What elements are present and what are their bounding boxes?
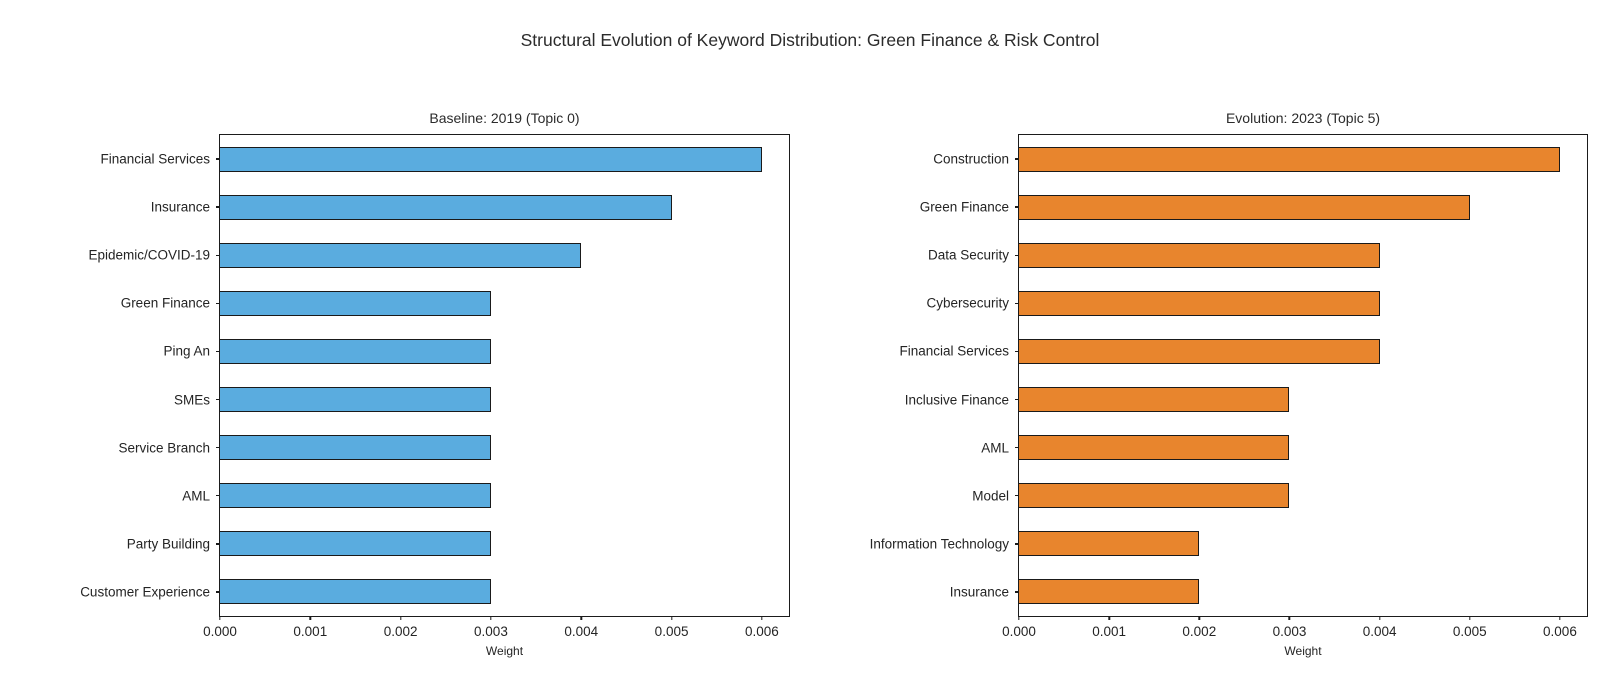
bar [220, 531, 491, 557]
ytick-label: Party Building [126, 536, 210, 552]
ytick-mark [216, 398, 220, 401]
bar [220, 435, 491, 461]
evolution-chart-axes: Evolution: 2023 (Topic 5) Weight Constru… [870, 110, 1588, 658]
xtick-mark [399, 616, 402, 620]
xtick-mark [670, 616, 673, 620]
ytick-label: AML [981, 440, 1009, 456]
ytick-mark [216, 495, 220, 497]
xtick-label: 0.006 [744, 624, 779, 639]
figure-title: Structural Evolution of Keyword Distribu… [520, 30, 1100, 50]
bar [1019, 242, 1380, 268]
bar [1019, 146, 1560, 172]
xtick-label: 0.000 [203, 624, 237, 639]
baseline-chart-axes: Baseline: 2019 (Topic 0) Weight Financia… [80, 110, 790, 658]
ytick-mark [216, 206, 220, 208]
ytick-label: Information Technology [869, 536, 1009, 552]
bar [1019, 338, 1380, 364]
ytick-label: Customer Experience [80, 584, 210, 600]
xtick-mark [1469, 616, 1471, 620]
xtick-mark [580, 616, 582, 620]
xtick-mark [309, 616, 312, 620]
bar [220, 579, 491, 605]
ytick-label: Financial Services [899, 343, 1009, 359]
evolution-chart-title: Evolution: 2023 (Topic 5) [1225, 110, 1381, 126]
ytick-label: Construction [933, 151, 1009, 167]
ytick-label: Financial Services [100, 151, 210, 167]
bar [220, 242, 582, 268]
bar [220, 387, 491, 413]
xtick-mark [219, 616, 221, 620]
baseline-chart-xlabel: Weight [485, 644, 524, 658]
ytick-label: Green Finance [919, 199, 1009, 215]
xtick-label: 0.005 [1452, 624, 1487, 639]
xtick-label: 0.003 [1272, 624, 1307, 639]
xtick-label: 0.006 [1543, 624, 1577, 639]
ytick-label: Insurance [949, 584, 1009, 600]
xtick-mark [761, 616, 763, 620]
xtick-mark [1198, 616, 1201, 620]
ytick-mark [216, 591, 220, 593]
ytick-label: Cybersecurity [926, 295, 1009, 311]
bar [220, 338, 491, 364]
ytick-label: Data Security [927, 247, 1009, 263]
xtick-label: 0.004 [1362, 624, 1397, 639]
ytick-label: Inclusive Finance [904, 392, 1009, 408]
ytick-label: Insurance [150, 199, 210, 215]
bar [220, 146, 762, 172]
xtick-mark [1378, 616, 1381, 620]
xtick-label: 0.005 [654, 624, 689, 639]
bar [1019, 290, 1380, 316]
baseline-chart-title: Baseline: 2019 (Topic 0) [429, 110, 580, 126]
ytick-mark [1015, 398, 1019, 401]
ytick-label: SMEs [173, 392, 210, 408]
ytick-mark [216, 350, 220, 353]
ytick-label: Model [972, 488, 1009, 504]
ytick-mark [216, 543, 220, 545]
ytick-mark [1015, 206, 1019, 208]
ytick-mark [1015, 591, 1019, 593]
ytick-label: Green Finance [120, 295, 210, 311]
bar [220, 483, 491, 509]
bar [220, 290, 491, 316]
xtick-mark [1018, 616, 1020, 620]
bar [1019, 483, 1290, 509]
ytick-mark [1015, 350, 1019, 353]
ytick-mark [216, 302, 220, 305]
xtick-label: 0.004 [564, 624, 599, 639]
ytick-mark [1015, 446, 1019, 449]
ytick-mark [1015, 543, 1019, 545]
ytick-label: Ping An [163, 343, 210, 359]
bar [1019, 435, 1290, 461]
xtick-label: 0.001 [1092, 624, 1127, 639]
ytick-mark [216, 446, 220, 449]
ytick-mark [1015, 158, 1019, 160]
xtick-mark [490, 616, 492, 620]
ytick-mark [1015, 495, 1019, 497]
ytick-mark [1015, 254, 1019, 256]
ytick-label: Service Branch [118, 440, 210, 456]
bar [1019, 387, 1290, 413]
ytick-mark [216, 158, 220, 160]
ytick-label: AML [182, 488, 210, 504]
ytick-mark [1015, 302, 1019, 305]
bar [1019, 579, 1200, 605]
xtick-mark [1288, 616, 1291, 620]
xtick-label: 0.002 [383, 624, 418, 639]
evolution-chart-xlabel: Weight [1284, 644, 1322, 658]
bar [1019, 194, 1470, 220]
xtick-label: 0.002 [1182, 624, 1217, 639]
ytick-mark [216, 254, 220, 256]
bar [1019, 531, 1200, 557]
xtick-label: 0.000 [1002, 624, 1036, 639]
bar [220, 194, 672, 220]
xtick-label: 0.003 [474, 624, 508, 639]
ytick-label: Epidemic/COVID-19 [88, 247, 210, 263]
xtick-mark [1108, 616, 1110, 620]
xtick-mark [1559, 616, 1561, 620]
xtick-label: 0.001 [293, 624, 328, 639]
